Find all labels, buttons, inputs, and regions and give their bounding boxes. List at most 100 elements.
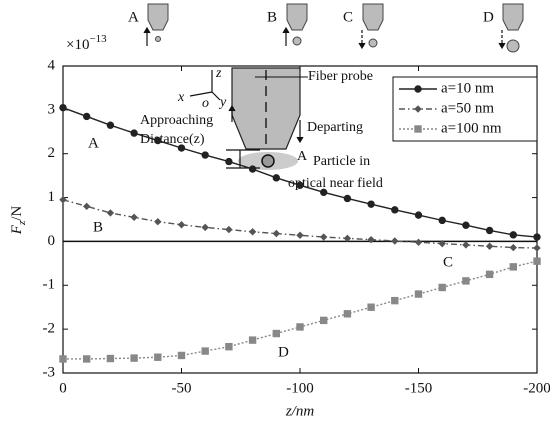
- point: [154, 217, 162, 226]
- point: [106, 354, 115, 363]
- point: [177, 144, 186, 152]
- point: [59, 355, 67, 363]
- point: [462, 241, 470, 249]
- point: [248, 165, 257, 173]
- point: [296, 231, 304, 239]
- y-axis-label: Fz/N: [9, 206, 27, 236]
- x-tick-label: -150: [405, 380, 433, 396]
- point: [485, 242, 494, 250]
- curve-label: C: [443, 254, 453, 270]
- inset-text: Particle in: [313, 154, 370, 169]
- curve-label: D: [278, 344, 289, 360]
- point: [83, 112, 91, 121]
- point: [367, 303, 375, 311]
- point: [225, 342, 233, 351]
- legend-label: a=50 nm: [441, 100, 494, 116]
- point: [248, 228, 257, 236]
- point: [248, 336, 257, 344]
- point: [130, 354, 138, 362]
- point: [130, 213, 138, 222]
- y-label-sub: z: [16, 220, 28, 226]
- point: [272, 174, 280, 182]
- x-tick-label: -50: [172, 380, 192, 396]
- series-line: [63, 260, 538, 360]
- multiplier-base: ×10: [66, 37, 89, 53]
- probe-label: B: [267, 9, 277, 25]
- point: [414, 125, 422, 133]
- point: [201, 223, 209, 232]
- multiplier: ×10−13: [66, 33, 107, 54]
- legend-label: a=100 nm: [441, 120, 502, 136]
- y-tick-label: -1: [43, 277, 56, 293]
- point: [367, 200, 375, 208]
- probe-label: C: [343, 9, 353, 25]
- point: [509, 263, 518, 271]
- y-tick-label: -2: [43, 321, 56, 337]
- probe-label: A: [128, 9, 139, 25]
- x-tick-label: 0: [59, 380, 67, 396]
- point: [177, 351, 186, 360]
- point: [106, 121, 115, 129]
- point: [82, 202, 91, 211]
- curve-label: B: [93, 219, 103, 235]
- point: [177, 221, 186, 229]
- point: [320, 188, 328, 197]
- inset-text: x: [177, 90, 185, 105]
- y-tick-label: 4: [48, 57, 56, 73]
- point: [201, 347, 209, 355]
- x-axis-label: z/nm: [285, 403, 315, 419]
- y-tick-label: 1: [48, 189, 56, 205]
- point: [343, 194, 352, 203]
- inset-text: o: [202, 96, 209, 111]
- y-tick-label: 0: [48, 233, 56, 249]
- curve-label: A: [88, 135, 99, 151]
- series-line: [62, 199, 538, 249]
- point: [391, 296, 399, 305]
- illustration: [143, 3, 524, 170]
- point: [414, 290, 423, 298]
- point: [59, 103, 67, 112]
- point: [485, 226, 494, 235]
- inset-text: y: [218, 95, 227, 110]
- point: [391, 237, 399, 245]
- point: [391, 206, 399, 214]
- point: [296, 323, 304, 331]
- point: [438, 283, 446, 292]
- inset-text: Approaching: [140, 113, 213, 128]
- inset-text: z: [215, 66, 222, 81]
- point: [509, 243, 518, 252]
- point: [367, 235, 375, 244]
- point: [319, 233, 328, 241]
- y-tick-label: -3: [43, 364, 56, 380]
- point: [533, 244, 541, 252]
- point: [509, 231, 517, 239]
- point: [106, 209, 115, 217]
- point: [83, 355, 91, 363]
- point: [462, 277, 470, 285]
- x-tick-label: -200: [523, 380, 550, 396]
- point: [225, 225, 233, 234]
- inset-text: A: [297, 149, 308, 164]
- y-label-unit: /N: [9, 206, 25, 221]
- legend-label: a=10 nm: [441, 80, 494, 96]
- point: [296, 181, 304, 189]
- y-tick-label: 3: [48, 101, 56, 117]
- x-tick-label: -100: [286, 380, 314, 396]
- point: [485, 270, 494, 279]
- point: [343, 234, 352, 243]
- inset-text: Fiber probe: [308, 69, 373, 84]
- point: [343, 310, 352, 318]
- point: [59, 196, 67, 204]
- point: [414, 105, 422, 113]
- point: [462, 221, 470, 229]
- point: [272, 329, 281, 338]
- point: [272, 229, 281, 238]
- inset-text: Departing: [307, 120, 363, 135]
- probe-label: D: [483, 9, 494, 25]
- point: [225, 157, 233, 166]
- point: [438, 216, 446, 225]
- point: [414, 238, 423, 247]
- point: [533, 233, 541, 241]
- point: [130, 129, 138, 137]
